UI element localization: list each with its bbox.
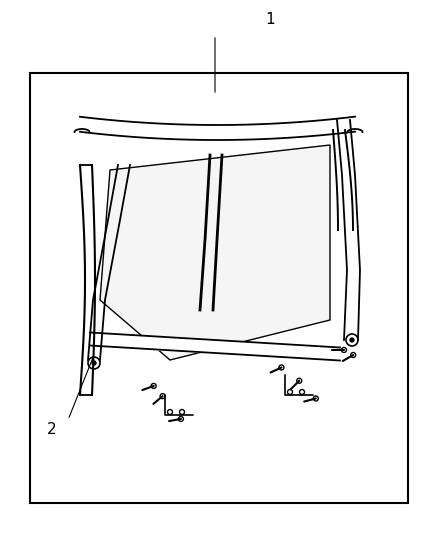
Circle shape — [350, 338, 354, 342]
Text: 2: 2 — [47, 423, 57, 438]
Text: 1: 1 — [265, 12, 275, 28]
Polygon shape — [100, 145, 330, 360]
FancyBboxPatch shape — [30, 73, 408, 503]
Circle shape — [92, 361, 96, 365]
